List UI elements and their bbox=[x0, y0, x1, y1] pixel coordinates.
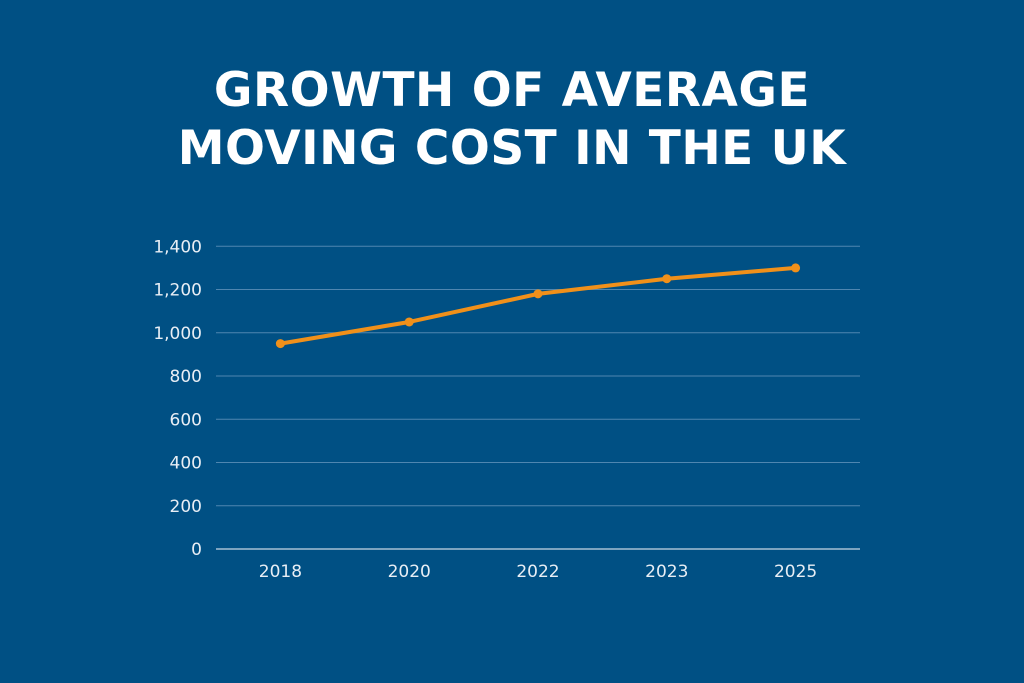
x-tick-label: 2025 bbox=[774, 562, 817, 582]
data-point bbox=[275, 339, 285, 349]
y-tick-label: 800 bbox=[170, 367, 202, 387]
x-tick-label: 2018 bbox=[259, 562, 302, 582]
y-tick-label: 1,200 bbox=[153, 281, 202, 301]
data-point bbox=[533, 289, 543, 299]
data-point bbox=[404, 317, 414, 327]
series-line bbox=[280, 265, 796, 346]
data-point bbox=[791, 263, 801, 273]
chart-title-line-1: GROWTH OF AVERAGE bbox=[213, 63, 811, 118]
x-tick-label: 2020 bbox=[388, 562, 431, 582]
chart-title-line-2: MOVING COST IN THE UK bbox=[177, 121, 847, 176]
y-tick-label: 200 bbox=[170, 497, 202, 517]
y-tick-label: 0 bbox=[191, 540, 202, 560]
chart-title: GROWTH OF AVERAGE MOVING COST IN THE UK bbox=[0, 62, 1024, 178]
y-tick-label: 400 bbox=[170, 454, 202, 474]
y-tick-label: 600 bbox=[170, 410, 202, 430]
data-point bbox=[662, 274, 672, 284]
x-tick-label: 2022 bbox=[516, 562, 559, 582]
y-tick-label: 1,400 bbox=[153, 237, 202, 257]
x-tick-label: 2023 bbox=[645, 562, 688, 582]
y-tick-label: 1,000 bbox=[153, 324, 202, 344]
